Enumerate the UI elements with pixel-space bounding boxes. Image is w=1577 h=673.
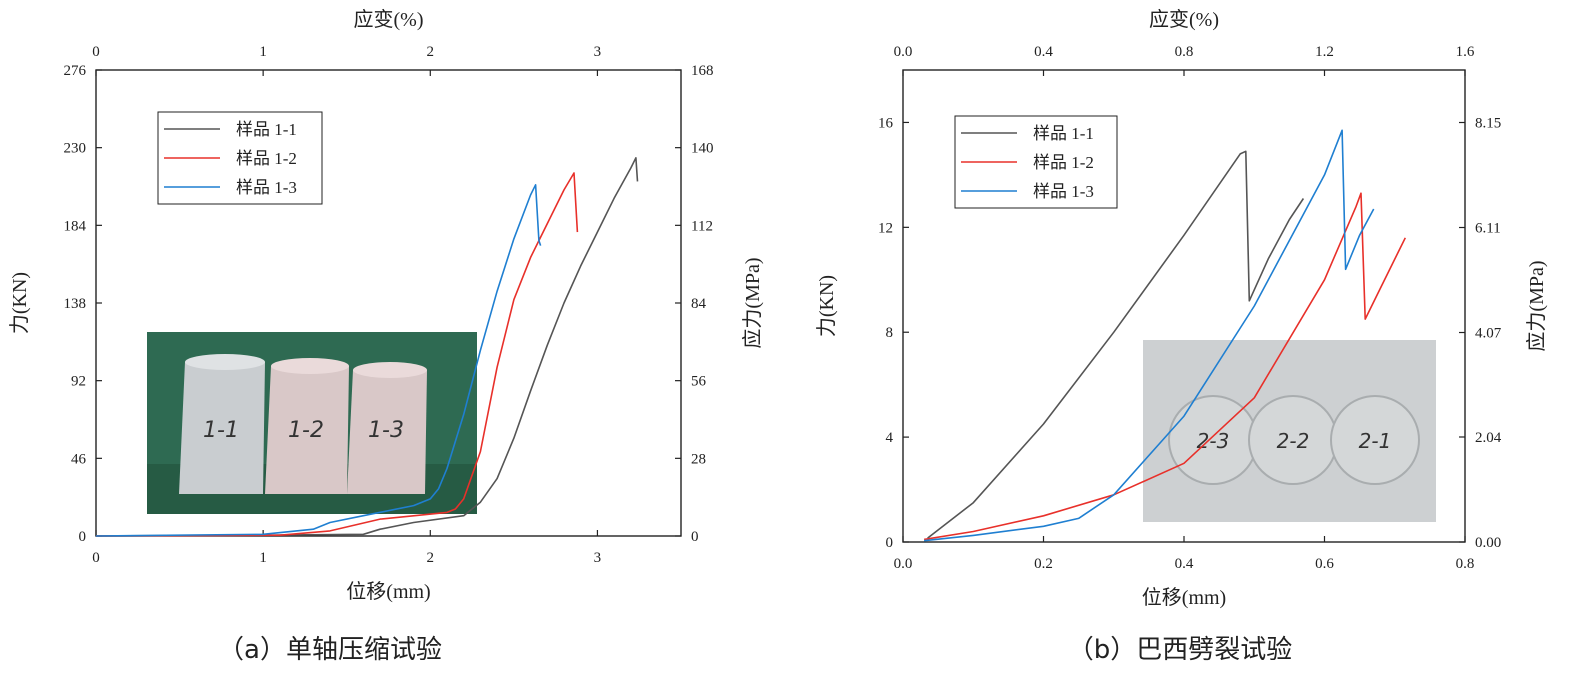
- y2-tick-label: 112: [691, 218, 713, 234]
- x2-axis-label: 应变(%): [354, 8, 424, 31]
- legend-entry-1: 样品 1-1: [236, 120, 297, 139]
- y2-axis-label: 应力(MPa): [741, 257, 764, 348]
- y2-tick-label: 0: [691, 529, 699, 545]
- series-line-3: [95, 184, 542, 537]
- disc-label: 2-1: [1359, 429, 1392, 453]
- y-tick-label: 138: [64, 296, 87, 312]
- y2-tick-label: 6.11: [1475, 221, 1501, 237]
- cylinder-label: 1-3: [368, 418, 404, 443]
- y2-tick-label: 8.15: [1475, 116, 1501, 132]
- y2-tick-label: 0.00: [1475, 535, 1501, 551]
- y2-tick-label: 84: [691, 296, 707, 312]
- cylinder-label: 1-2: [288, 418, 324, 443]
- x-tick-label: 0: [92, 550, 100, 566]
- x2-axis-label: 应变(%): [1149, 8, 1219, 31]
- legend-entry-2: 样品 1-2: [1033, 153, 1094, 172]
- cylinder-body: [265, 366, 349, 494]
- x-tick-label: 0.0: [894, 556, 913, 572]
- x-tick-label: 2: [427, 550, 435, 566]
- x-axis-label: 位移(mm): [346, 580, 430, 603]
- y-tick-label: 4: [886, 430, 894, 446]
- y-tick-label: 16: [878, 115, 894, 131]
- x2-tick-label: 2: [427, 44, 435, 60]
- legend-entry-3: 样品 1-3: [1033, 182, 1094, 201]
- disc-specimen: [1330, 395, 1420, 485]
- x-tick-label: 3: [594, 550, 602, 566]
- x-tick-label: 0.8: [1456, 556, 1475, 572]
- legend-entry-2: 样品 1-2: [236, 149, 297, 168]
- y-tick-label: 12: [878, 220, 893, 236]
- y2-tick-label: 140: [691, 141, 714, 157]
- cylinder-top: [185, 354, 265, 370]
- cylinder-body: [179, 362, 265, 494]
- series-line-1: [927, 150, 1305, 539]
- y-axis-label: 力(KN): [8, 272, 31, 334]
- x-tick-label: 0.2: [1034, 556, 1053, 572]
- x2-tick-label: 3: [594, 44, 602, 60]
- x-tick-label: 0.4: [1175, 556, 1194, 572]
- y-tick-label: 276: [64, 63, 87, 79]
- cylinder-body: [347, 370, 427, 494]
- y2-tick-label: 4.07: [1475, 326, 1502, 342]
- y-tick-label: 0: [886, 535, 894, 551]
- x2-tick-label: 1.2: [1315, 44, 1334, 60]
- x-axis-label: 位移(mm): [1142, 586, 1226, 609]
- y2-tick-label: 168: [691, 63, 714, 79]
- legend-entry-3: 样品 1-3: [236, 178, 297, 197]
- series-line-2: [95, 172, 579, 537]
- legend-entry-1: 样品 1-1: [1033, 124, 1094, 143]
- y-tick-label: 8: [886, 325, 894, 341]
- disc-label: 2-2: [1277, 429, 1310, 453]
- y-tick-label: 92: [71, 374, 86, 390]
- panel-caption: （b）巴西劈裂试验: [1068, 635, 1293, 665]
- y2-tick-label: 56: [691, 374, 707, 390]
- panel-caption: （a）单轴压缩试验: [218, 635, 442, 665]
- y2-tick-label: 2.04: [1475, 430, 1502, 446]
- cylinder-top: [353, 362, 427, 378]
- x2-tick-label: 0.8: [1175, 44, 1194, 60]
- series-line-2: [923, 192, 1407, 541]
- cylinder-label: 1-1: [203, 418, 239, 443]
- panel-b: 0.0 0.2 0.4 0.6 0.8 0.0 0.4 0.8 1.2 1.6 0 4 8 12 16 0.0…: [815, 8, 1548, 665]
- x-tick-label: 0.6: [1315, 556, 1334, 572]
- y-tick-label: 184: [64, 218, 87, 234]
- x-tick-label: 1: [259, 550, 267, 566]
- x2-tick-label: 1: [259, 44, 267, 60]
- y-tick-label: 230: [64, 141, 87, 157]
- panel-a: 0 1 2 30 1 2 304692138184230276028568411214016…: [8, 8, 764, 665]
- y-axis-label: 力(KN): [815, 275, 838, 337]
- x2-tick-label: 0.0: [894, 44, 913, 60]
- x2-tick-label: 1.6: [1456, 44, 1475, 60]
- y2-tick-label: 28: [691, 451, 706, 467]
- cylinder-top: [271, 358, 349, 374]
- series-line-1: [95, 157, 639, 537]
- y-tick-label: 46: [71, 451, 87, 467]
- disc-label: 2-3: [1197, 429, 1230, 453]
- specimen-photo-cylinders: 1-1 1-2 1-3: [147, 332, 477, 514]
- y2-axis-label: 应力(MPa): [1525, 260, 1548, 351]
- y-tick-label: 0: [79, 529, 87, 545]
- specimen-photo-discs: 2-3 2-2 2-1: [1143, 340, 1436, 522]
- x2-tick-label: 0.4: [1034, 44, 1053, 60]
- x2-tick-label: 0: [92, 44, 100, 60]
- series-line-3: [924, 129, 1375, 542]
